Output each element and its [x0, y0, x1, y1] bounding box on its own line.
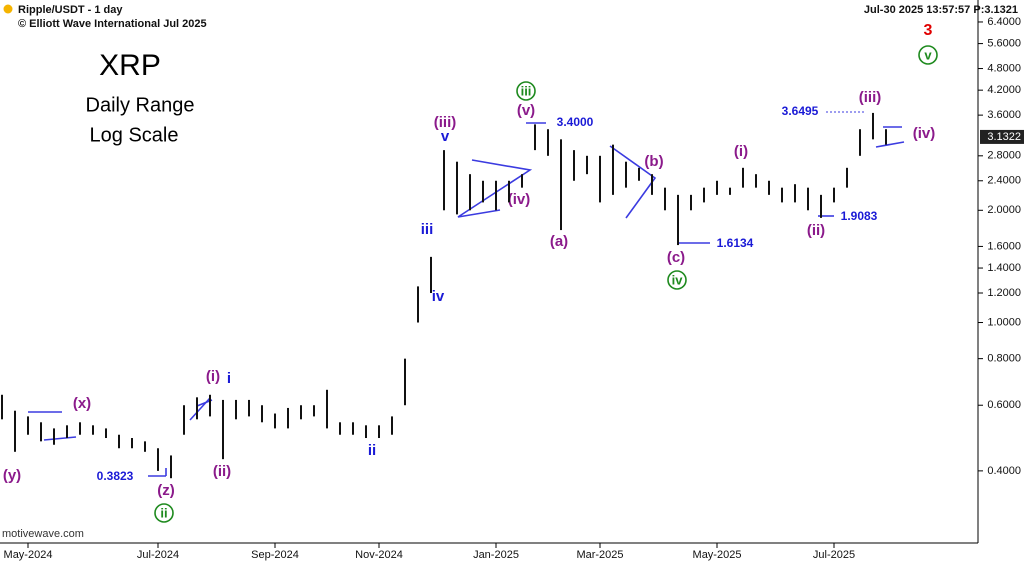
- y-tick-label: 2.0000: [987, 204, 1021, 216]
- status-dot: [3, 4, 13, 14]
- wave-label: (x): [73, 395, 91, 412]
- y-tick-label: 2.8000: [987, 150, 1021, 162]
- x-tick-label: May-2024: [4, 549, 53, 561]
- wave-label: (b): [644, 153, 663, 170]
- wave-label: iv: [672, 272, 684, 287]
- x-tick-label: Jan-2025: [473, 549, 519, 561]
- y-tick-label: 1.4000: [987, 262, 1021, 274]
- wave-label: v: [441, 128, 450, 145]
- y-tick-label: 4.8000: [987, 62, 1021, 74]
- price-label: 3.6495: [782, 104, 819, 118]
- y-tick-label: 0.8000: [987, 353, 1021, 365]
- x-tick-label: Sep-2024: [251, 549, 299, 561]
- symbol: Ripple/USDT - 1 day: [18, 4, 123, 16]
- wave-label: ii: [160, 505, 167, 520]
- watermark: motivewave.com: [2, 528, 84, 540]
- wave-shapes: [28, 45, 938, 523]
- wave-label: iii: [521, 83, 532, 98]
- wave-label: iii: [421, 221, 434, 238]
- wave-labels: (y) (x) 0.3823 (z) ii (i) i (ii) ii iv i…: [3, 22, 935, 520]
- x-tick-label: May-2025: [693, 549, 742, 561]
- wave-ring: [516, 81, 536, 101]
- header: Ripple/USDT - 1 day © Elliott Wave Inter…: [3, 4, 1018, 30]
- y-tick-label: 1.6000: [987, 240, 1021, 252]
- wave-label: (ii): [807, 222, 825, 239]
- y-tick-label: 5.6000: [987, 37, 1021, 49]
- x-tick-label: Jul-2024: [137, 549, 179, 561]
- wave-label: ii: [368, 442, 376, 459]
- x-tick-label: Mar-2025: [576, 549, 623, 561]
- wave-label: v: [924, 47, 932, 62]
- y-tick-label: 1.2000: [987, 287, 1021, 299]
- wave-label: (i): [734, 143, 748, 160]
- wave-label: (i): [206, 368, 220, 385]
- wave-ring: [918, 45, 938, 65]
- price-label: 3.4000: [557, 115, 594, 129]
- price-bars: [1, 112, 887, 479]
- price-box: [980, 129, 1024, 144]
- y-tick-label: 0.4000: [987, 465, 1021, 477]
- triangle: [609, 145, 657, 219]
- wave-ring: [154, 503, 174, 523]
- price-label: 3.1322: [987, 131, 1021, 143]
- wave-label: (iv): [913, 125, 936, 142]
- status: Jul-30 2025 13:57:57 P:3.1321: [864, 4, 1018, 16]
- wave-label: (iv): [508, 191, 531, 208]
- copyright: © Elliott Wave International Jul 2025: [18, 18, 207, 30]
- channel-line: [875, 141, 905, 148]
- wave-label: (v): [517, 102, 535, 119]
- price-label: 1.6134: [717, 236, 754, 250]
- chart-title: XRP: [99, 49, 161, 82]
- wave-label: (c): [667, 249, 685, 266]
- y-tick-label: 3.6000: [987, 109, 1021, 121]
- wave-label: (iii): [434, 114, 457, 131]
- y-tick-label: 0.6000: [987, 399, 1021, 411]
- y-tick-label: 6.4000: [987, 16, 1021, 28]
- y-tick-label: 1.0000: [987, 316, 1021, 328]
- y-tick-label: 4.2000: [987, 84, 1021, 96]
- wave-label: (z): [157, 482, 175, 499]
- wave-label: (y): [3, 467, 21, 484]
- x-tick-label: Jul-2025: [813, 549, 855, 561]
- wave-label: 3: [924, 22, 933, 39]
- channel-line: [43, 436, 77, 441]
- wave-label: (ii): [213, 463, 231, 480]
- price-label: 0.3823: [97, 469, 134, 483]
- y-tick-label: 2.4000: [987, 175, 1021, 187]
- wave-label: (iii): [859, 89, 882, 106]
- wave-label: i: [227, 370, 231, 387]
- wave-label: (a): [550, 233, 568, 250]
- wave-label: iv: [432, 288, 445, 305]
- triangle: [457, 159, 533, 218]
- scale-note: Log Scale: [90, 124, 179, 146]
- subtitle: Daily Range: [86, 94, 195, 116]
- wave-ring: [667, 270, 687, 290]
- x-tick-label: Nov-2024: [355, 549, 403, 561]
- price-label: 1.9083: [841, 209, 878, 223]
